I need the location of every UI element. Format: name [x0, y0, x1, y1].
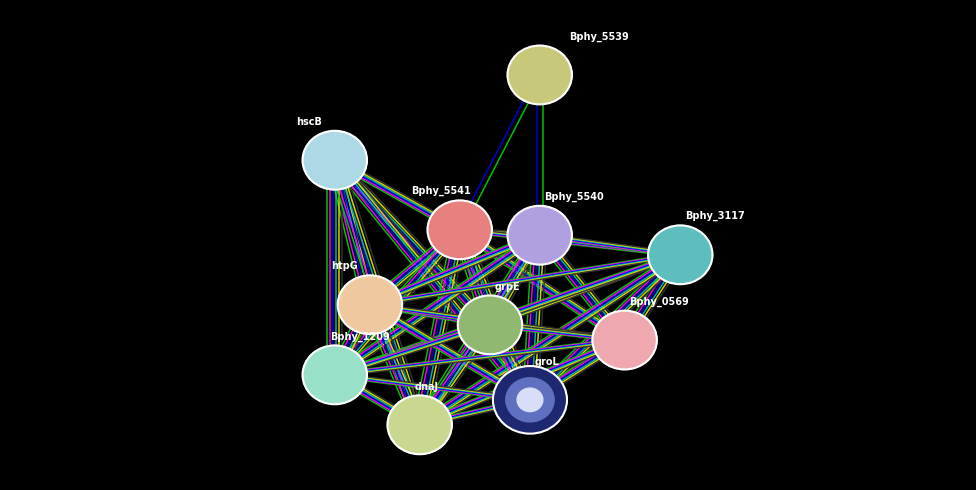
- Text: Bphy_5541: Bphy_5541: [411, 186, 470, 196]
- Text: dnaJ: dnaJ: [415, 382, 439, 392]
- Text: grpE: grpE: [495, 282, 520, 292]
- Ellipse shape: [508, 46, 572, 104]
- Text: Bphy_3117: Bphy_3117: [685, 211, 745, 221]
- Ellipse shape: [648, 225, 712, 284]
- Ellipse shape: [592, 311, 657, 369]
- Ellipse shape: [427, 200, 492, 259]
- Text: groL: groL: [535, 357, 559, 367]
- Ellipse shape: [338, 275, 402, 334]
- Ellipse shape: [303, 131, 367, 190]
- Text: Bphy_0569: Bphy_0569: [630, 296, 689, 307]
- Ellipse shape: [508, 206, 572, 265]
- Text: Bphy_1209: Bphy_1209: [330, 331, 389, 342]
- Ellipse shape: [493, 366, 567, 434]
- Text: Bphy_5539: Bphy_5539: [569, 31, 629, 42]
- Text: hscB: hscB: [296, 117, 322, 127]
- Ellipse shape: [458, 295, 522, 354]
- Text: htpG: htpG: [331, 262, 357, 271]
- Ellipse shape: [387, 395, 452, 454]
- Ellipse shape: [506, 378, 554, 422]
- Ellipse shape: [303, 345, 367, 404]
- Text: Bphy_5540: Bphy_5540: [545, 192, 604, 202]
- Ellipse shape: [517, 388, 543, 412]
